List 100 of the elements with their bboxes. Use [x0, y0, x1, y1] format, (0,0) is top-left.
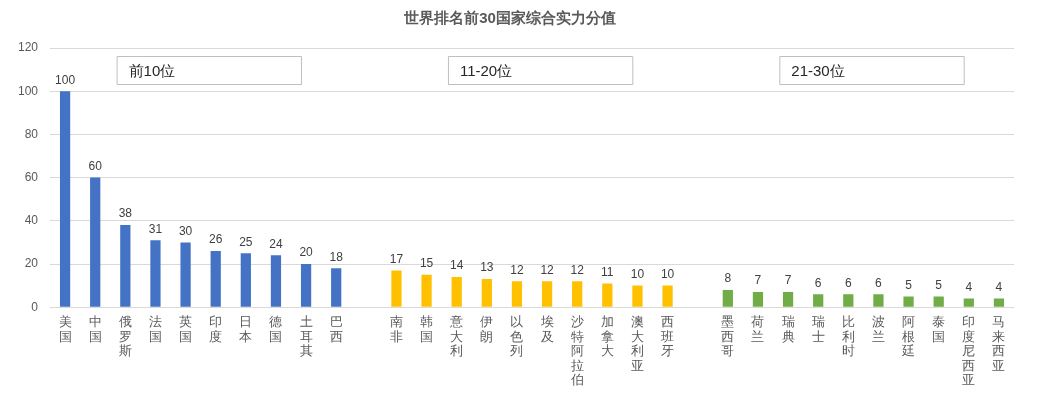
x-tick-label: 韩国: [420, 314, 434, 344]
data-label: 6: [844, 275, 852, 290]
data-label: 4: [965, 279, 973, 294]
bar: [752, 292, 764, 307]
data-label: 8: [724, 271, 732, 286]
bar: [511, 281, 523, 307]
bar: [150, 240, 161, 307]
data-label: 6: [875, 275, 883, 290]
data-label: 12: [540, 262, 555, 277]
x-tick-label: 德国: [269, 314, 283, 344]
x-tick-label: 沙特阿拉伯: [569, 314, 584, 388]
bar: [421, 274, 432, 307]
bar: [993, 298, 1005, 307]
data-label: 12: [510, 262, 524, 277]
bar: [270, 255, 282, 307]
x-tick-label: 墨西哥: [721, 314, 735, 359]
y-tick-label: 100: [17, 83, 39, 98]
x-tick-label: 加拿大: [600, 314, 614, 359]
data-label: 11: [601, 264, 614, 279]
bar: [903, 296, 914, 307]
x-tick-label: 以色列: [510, 314, 524, 359]
data-label: 30: [178, 223, 193, 238]
bar: [300, 264, 312, 307]
bar: [240, 253, 251, 307]
data-label: 17: [389, 251, 404, 266]
x-tick-label: 巴西: [329, 314, 343, 344]
x-tick-label: 中国: [88, 314, 102, 344]
data-label: 15: [419, 256, 434, 271]
data-label: 7: [784, 273, 792, 288]
bar: [662, 285, 673, 307]
data-label: 6: [814, 275, 822, 290]
data-label: 12: [570, 262, 585, 277]
y-tick-label: 120: [17, 40, 39, 55]
chart-title: 世界排名前30国家综合实力分值: [403, 9, 616, 27]
x-tick-label: 土耳其: [299, 314, 313, 359]
bar: [210, 251, 221, 307]
bar: [451, 276, 462, 307]
x-tick-label: 印度: [209, 314, 223, 344]
y-tick-label: 20: [24, 256, 39, 271]
x-tick-label: 西班牙: [661, 314, 675, 359]
bar: [541, 281, 553, 307]
annotation: 21-30位: [791, 62, 845, 80]
bar: [120, 225, 131, 307]
bar: [481, 279, 492, 307]
data-label: 100: [55, 72, 76, 87]
x-tick-label: 泰国: [932, 314, 946, 344]
x-tick-label: 南非: [389, 314, 403, 344]
bar: [873, 294, 884, 307]
annotation: 前10位: [128, 62, 176, 80]
x-tick-label: 意大利: [449, 314, 464, 359]
data-label: 25: [239, 234, 253, 249]
bar: [180, 242, 191, 307]
bar: [90, 177, 101, 307]
x-tick-label: 日本: [239, 314, 253, 344]
bar: [59, 91, 71, 307]
x-tick-label: 埃及: [539, 314, 554, 344]
x-tick-label: 法国: [148, 314, 162, 344]
bar: [933, 296, 944, 307]
data-label: 18: [329, 249, 344, 264]
x-tick-label: 英国: [179, 314, 193, 344]
data-label: 13: [480, 260, 494, 275]
bar: [391, 270, 402, 307]
data-label: 5: [905, 277, 913, 292]
y-tick-label: 60: [24, 169, 39, 184]
x-tick-label: 俄罗斯: [118, 314, 132, 359]
bar: [782, 292, 794, 307]
data-label: 31: [148, 221, 163, 236]
y-tick-label: 0: [31, 299, 39, 314]
data-label: 20: [299, 245, 314, 260]
x-tick-label: 波兰: [871, 314, 885, 344]
data-label: 10: [660, 266, 675, 281]
x-tick-label: 阿根廷: [901, 314, 916, 359]
bar: [813, 294, 824, 307]
data-label: 5: [935, 277, 943, 292]
x-tick-label: 伊朗: [480, 314, 494, 344]
x-tick-label: 美国: [58, 314, 72, 344]
data-label: 4: [995, 279, 1003, 294]
data-label: 38: [118, 206, 133, 221]
x-tick-label: 比利时: [841, 314, 855, 359]
bar: [722, 289, 733, 307]
bar: [331, 268, 342, 307]
x-tick-label: 澳大利亚: [630, 314, 644, 373]
x-tick-label: 马来西亚: [992, 314, 1006, 373]
annotation: 11-20位: [459, 62, 513, 80]
data-label: 10: [630, 266, 645, 281]
x-tick-label: 瑞典: [781, 314, 795, 344]
y-tick-label: 40: [24, 213, 39, 228]
bar: [963, 298, 974, 307]
bar: [602, 283, 613, 307]
data-label: 24: [269, 236, 283, 251]
data-label: 14: [450, 258, 464, 273]
x-tick-label: 印度尼西亚: [962, 314, 976, 388]
bar: [843, 294, 854, 307]
bar: [572, 281, 583, 307]
x-tick-label: 瑞士: [811, 314, 825, 344]
data-label: 60: [88, 158, 103, 173]
bar: [632, 285, 643, 307]
y-tick-label: 80: [24, 126, 39, 141]
data-label: 7: [754, 273, 762, 288]
x-tick-label: 荷兰: [751, 314, 765, 344]
